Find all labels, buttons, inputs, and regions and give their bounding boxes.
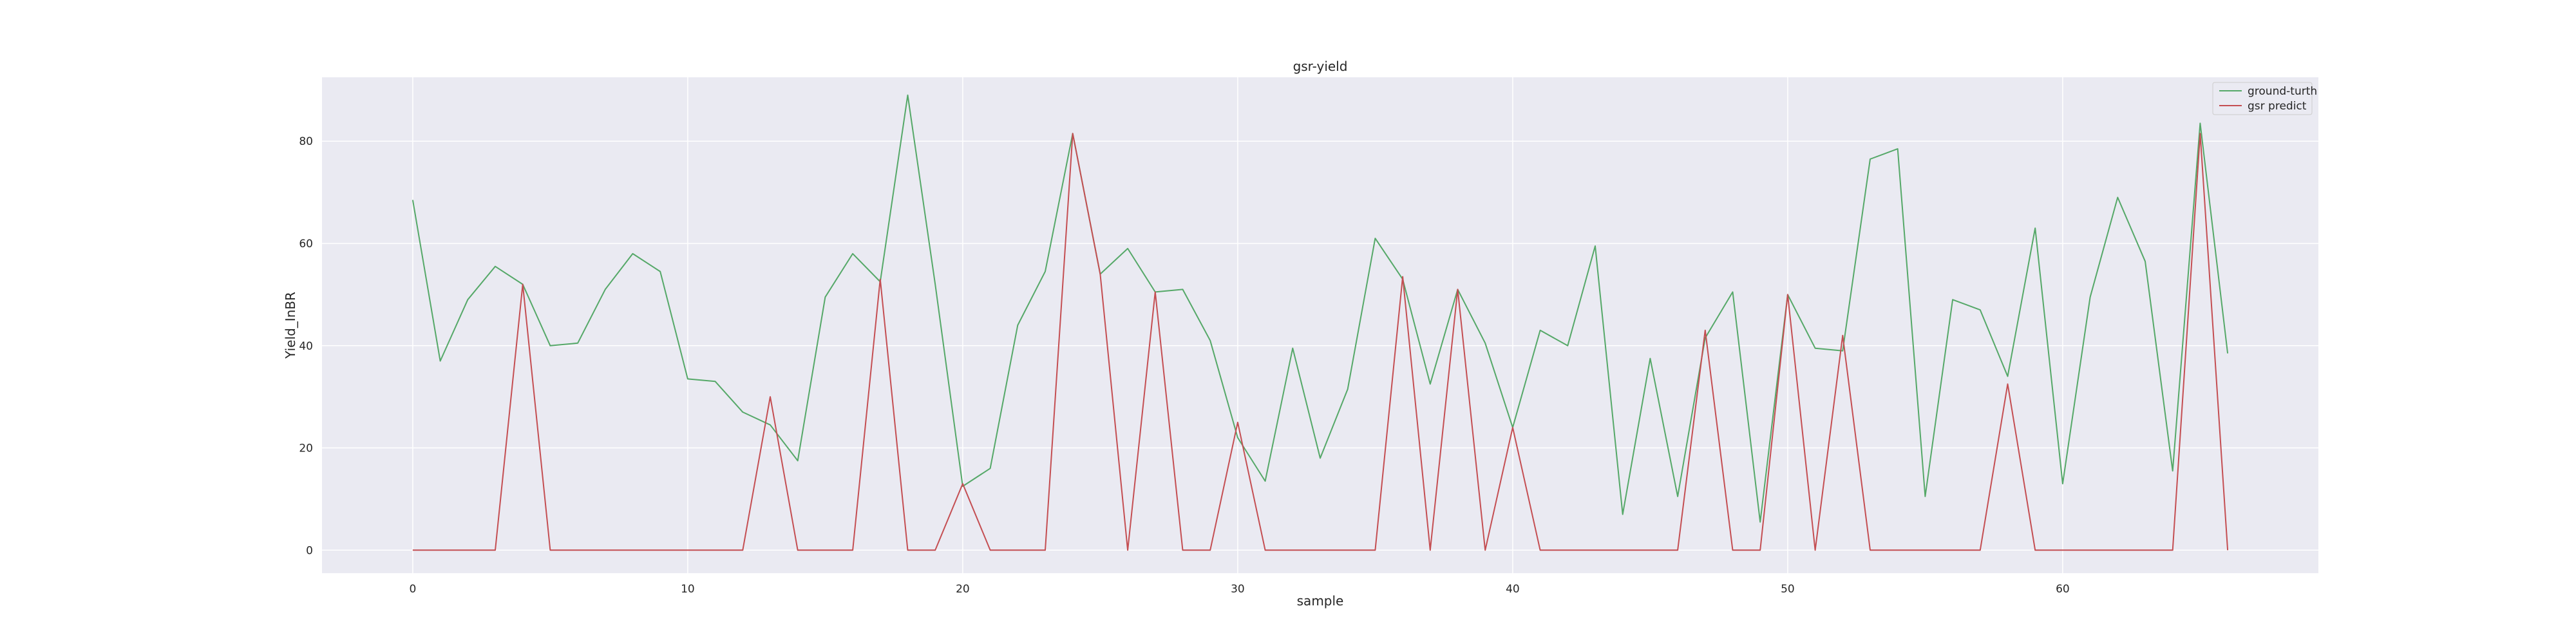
y-tick-label: 80 — [299, 135, 313, 148]
chart-title: gsr-yield — [1293, 59, 1348, 74]
y-axis-ticks: 0 20 40 60 80 — [299, 135, 313, 557]
series-line-gsr-predict — [412, 133, 2229, 551]
x-tick-label: 40 — [1506, 583, 1520, 596]
y-tick-label: 0 — [306, 544, 313, 557]
series-lines — [412, 94, 2229, 551]
y-tick-label: 20 — [299, 442, 313, 455]
x-axis-ticks: 0 10 20 30 40 50 60 — [409, 583, 2069, 596]
x-tick-label: 30 — [1231, 583, 1245, 596]
legend-label-gsr-predict: gsr predict — [2248, 100, 2307, 113]
grid-lines — [322, 77, 2318, 573]
series-line-ground-turth — [412, 94, 2229, 523]
plot-background — [322, 77, 2318, 573]
x-tick-label: 50 — [1781, 583, 1795, 596]
legend-label-ground-turth: ground-turth — [2248, 85, 2317, 98]
y-axis-label: Yield_InBR — [283, 292, 298, 359]
y-tick-label: 60 — [299, 238, 313, 251]
x-axis-label: sample — [1297, 593, 1344, 609]
x-tick-label: 60 — [2056, 583, 2070, 596]
x-tick-label: 10 — [681, 583, 695, 596]
x-tick-label: 0 — [409, 583, 416, 596]
y-tick-label: 40 — [299, 340, 313, 353]
legend: ground-turth gsr predict — [2212, 82, 2317, 115]
x-tick-label: 20 — [956, 583, 970, 596]
